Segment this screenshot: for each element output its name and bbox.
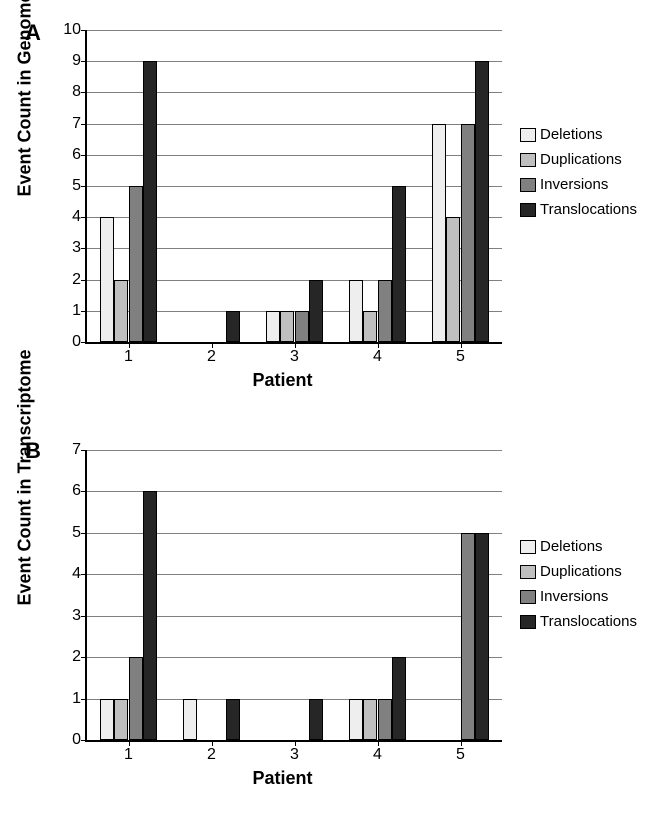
ytick-label: 0 [51, 731, 87, 749]
ytick-label: 7 [51, 115, 87, 133]
bar-deletions [100, 699, 114, 740]
legend-swatch-duplications [520, 153, 536, 167]
ytick-label: 2 [51, 271, 87, 289]
xtick-label: 5 [456, 342, 465, 366]
bar-translocations [226, 311, 240, 342]
bar-duplications [363, 699, 377, 740]
bar-deletions [349, 280, 363, 342]
ytick-label: 1 [51, 302, 87, 320]
ytick-label: 3 [51, 607, 87, 625]
ytick-label: 6 [51, 146, 87, 164]
ytick-label: 9 [51, 52, 87, 70]
legend-swatch-inversions [520, 590, 536, 604]
bar-translocations [475, 61, 489, 342]
bar-deletions [183, 699, 197, 740]
legend-label: Duplications [540, 151, 622, 168]
legend-item-inversions: Inversions [520, 588, 637, 605]
bar-duplications [280, 311, 294, 342]
bar-translocations [392, 186, 406, 342]
legend-item-translocations: Translocations [520, 201, 637, 218]
legend-swatch-inversions [520, 178, 536, 192]
gridline [87, 30, 502, 31]
legend-item-deletions: Deletions [520, 126, 637, 143]
legend-label: Translocations [540, 613, 637, 630]
bar-deletions [349, 699, 363, 740]
legend-swatch-deletions [520, 128, 536, 142]
bar-inversions [378, 699, 392, 740]
legend-item-duplications: Duplications [520, 563, 637, 580]
ytick-label: 3 [51, 239, 87, 257]
ytick-label: 2 [51, 648, 87, 666]
bar-inversions [461, 533, 475, 740]
ytick-label: 10 [51, 21, 87, 39]
ytick-label: 5 [51, 177, 87, 195]
plot-area-b: 0123456712345 [85, 450, 502, 742]
ylabel-a: Event Count in Genome [15, 177, 36, 197]
legend-swatch-translocations [520, 203, 536, 217]
bar-translocations [475, 533, 489, 740]
plot-area-a: 01234567891012345 [85, 30, 502, 344]
bar-translocations [309, 280, 323, 342]
legend-label: Inversions [540, 176, 608, 193]
legend-label: Deletions [540, 538, 603, 555]
bar-deletions [266, 311, 280, 342]
ytick-label: 5 [51, 524, 87, 542]
xtick-label: 5 [456, 740, 465, 764]
bar-inversions [295, 311, 309, 342]
ytick-label: 4 [51, 565, 87, 583]
bar-translocations [143, 61, 157, 342]
legend-a: Deletions Duplications Inversions Transloca… [520, 118, 637, 226]
legend-label: Inversions [540, 588, 608, 605]
legend-item-translocations: Translocations [520, 613, 637, 630]
legend-swatch-translocations [520, 615, 536, 629]
xtick-label: 1 [124, 740, 133, 764]
xtick-label: 2 [207, 740, 216, 764]
xtick-label: 2 [207, 342, 216, 366]
xtick-label: 3 [290, 740, 299, 764]
bar-duplications [114, 280, 128, 342]
legend-item-deletions: Deletions [520, 538, 637, 555]
bar-duplications [114, 699, 128, 740]
legend-b: Deletions Duplications Inversions Transloca… [520, 530, 637, 638]
bar-inversions [378, 280, 392, 342]
xtick-label: 4 [373, 342, 382, 366]
xlabel-b: Patient [253, 768, 313, 789]
bar-deletions [432, 124, 446, 342]
bar-duplications [446, 217, 460, 342]
legend-item-duplications: Duplications [520, 151, 637, 168]
ytick-label: 8 [51, 83, 87, 101]
legend-label: Translocations [540, 201, 637, 218]
bar-translocations [226, 699, 240, 740]
xlabel-a: Patient [253, 370, 313, 391]
bar-inversions [129, 657, 143, 740]
ylabel-b: Event Count in Transcriptome [15, 586, 36, 606]
legend-label: Duplications [540, 563, 622, 580]
bar-inversions [129, 186, 143, 342]
figure: A01234567891012345Event Count in GenomeP… [0, 0, 668, 835]
xtick-label: 3 [290, 342, 299, 366]
bar-duplications [363, 311, 377, 342]
bar-inversions [461, 124, 475, 342]
ytick-label: 7 [51, 441, 87, 459]
ytick-label: 6 [51, 482, 87, 500]
gridline [87, 450, 502, 451]
bar-translocations [143, 491, 157, 740]
xtick-label: 4 [373, 740, 382, 764]
ytick-label: 0 [51, 333, 87, 351]
legend-swatch-deletions [520, 540, 536, 554]
ytick-label: 4 [51, 208, 87, 226]
bar-translocations [309, 699, 323, 740]
legend-swatch-duplications [520, 565, 536, 579]
ytick-label: 1 [51, 690, 87, 708]
legend-item-inversions: Inversions [520, 176, 637, 193]
bar-deletions [100, 217, 114, 342]
legend-label: Deletions [540, 126, 603, 143]
xtick-label: 1 [124, 342, 133, 366]
bar-translocations [392, 657, 406, 740]
